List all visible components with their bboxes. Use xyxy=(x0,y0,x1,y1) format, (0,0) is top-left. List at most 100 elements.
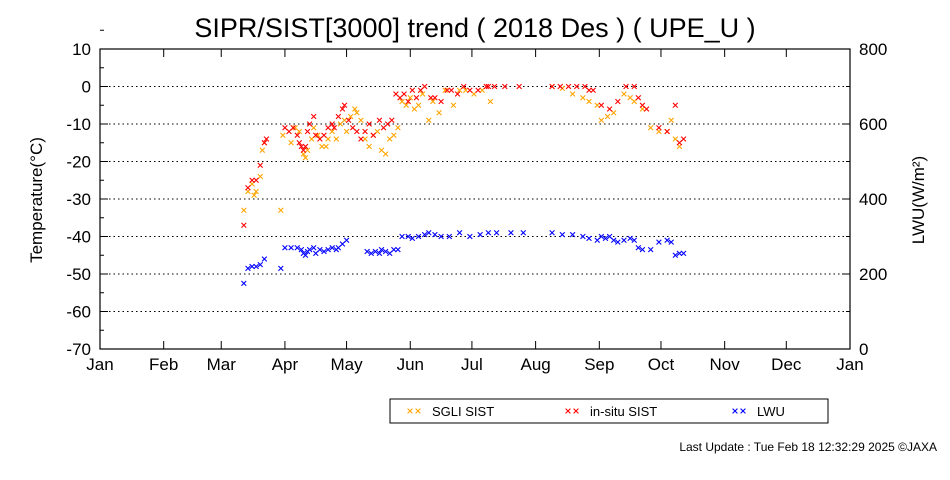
y-tick-label: -60 xyxy=(66,303,91,322)
sgli-point xyxy=(598,117,605,124)
lwu-point xyxy=(477,231,483,238)
lwu-point xyxy=(680,250,687,257)
y-tick-label: -10 xyxy=(66,115,91,134)
grid-lines xyxy=(100,86,850,312)
sgli-point xyxy=(253,188,259,195)
sgli-point xyxy=(382,151,389,157)
insitu-point xyxy=(263,136,270,142)
insitu-point xyxy=(643,106,650,112)
sgli-point xyxy=(407,94,414,101)
lwu-point xyxy=(456,229,463,236)
insitu-point xyxy=(590,87,596,94)
insitu-point xyxy=(421,83,428,90)
sgli-point xyxy=(586,98,592,105)
sgli-point xyxy=(352,106,358,112)
x-tick-label: Jan xyxy=(836,355,863,374)
lwu-point xyxy=(432,231,438,238)
sgli-point xyxy=(315,132,321,139)
sgli-point xyxy=(647,124,654,131)
lwu-point xyxy=(627,235,633,242)
lwu-point xyxy=(615,239,621,245)
sgli-point xyxy=(395,124,401,131)
sgli-point xyxy=(604,113,611,120)
lwu-point xyxy=(376,250,383,257)
insitu-point xyxy=(491,83,498,90)
lwu-point xyxy=(294,244,301,251)
insitu-point xyxy=(362,128,368,135)
series-insitu-sist xyxy=(241,83,687,229)
insitu-point xyxy=(586,87,592,94)
insitu-point xyxy=(557,83,564,90)
insitu-point xyxy=(565,83,572,90)
insitu-point xyxy=(438,98,444,105)
lwu-point xyxy=(321,248,327,255)
lwu-point xyxy=(493,229,500,236)
insitu-point xyxy=(329,121,335,127)
insitu-point xyxy=(475,87,481,94)
insitu-point xyxy=(615,98,621,105)
lwu-point xyxy=(395,246,401,253)
sgli-point xyxy=(241,207,247,214)
insitu-point xyxy=(448,87,455,94)
lwu-point xyxy=(325,246,331,253)
insitu-point xyxy=(298,143,305,150)
x-tick-label: Jul xyxy=(461,355,483,374)
insitu-point xyxy=(635,94,642,101)
x-tick-label: Oct xyxy=(648,355,675,374)
insitu-point xyxy=(257,162,264,169)
lwu-point xyxy=(249,263,255,270)
x-tick-label: Apr xyxy=(272,355,299,374)
y-tick-label: 10 xyxy=(72,40,91,59)
lwu-point xyxy=(253,263,259,270)
insitu-point xyxy=(428,94,434,101)
lwu-point xyxy=(399,233,405,240)
sgli-point xyxy=(288,139,294,146)
sgli-point xyxy=(319,143,325,150)
insitu-point xyxy=(290,124,296,131)
lwu-point xyxy=(549,229,555,236)
lwu-point xyxy=(245,265,251,272)
sgli-point xyxy=(259,147,266,154)
month-tick-labels: Jan Feb Mar Apr May Jun Jul Aug Sep Oct Nov Dec Jan xyxy=(86,355,863,374)
insitu-point xyxy=(388,117,395,124)
lwu-point xyxy=(343,237,350,244)
sgli-point xyxy=(594,102,601,109)
insitu-point xyxy=(549,83,555,90)
insitu-point xyxy=(444,87,451,94)
y-axis-label: Temperature(°C) xyxy=(27,137,46,263)
sgli-point xyxy=(343,128,350,135)
insitu-point xyxy=(294,132,301,139)
legend-marker xyxy=(740,408,746,414)
insitu-point xyxy=(672,102,679,109)
insitu-point xyxy=(467,87,473,94)
insitu-point xyxy=(413,94,420,101)
sgli-point xyxy=(362,136,368,142)
y2-tick-label: 200 xyxy=(859,265,887,284)
lwu-point xyxy=(438,233,444,240)
x-tick-label: Mar xyxy=(207,355,237,374)
lwu-point xyxy=(405,233,412,240)
insitu-point xyxy=(502,83,508,90)
sgli-point xyxy=(304,147,311,154)
last-update-text: Last Update : Tue Feb 18 12:32:29 2025 ©… xyxy=(679,440,937,454)
sgli-point xyxy=(354,109,360,116)
sgli-point xyxy=(278,207,284,214)
x-tick-label: Jan xyxy=(86,355,113,374)
x-tick-label: Aug xyxy=(520,355,550,374)
x-tick-label: Dec xyxy=(771,355,802,374)
insitu-point xyxy=(300,147,307,154)
insitu-point xyxy=(631,83,638,90)
insitu-point xyxy=(460,83,467,90)
lwu-point xyxy=(329,244,335,251)
lwu-point xyxy=(639,246,646,253)
lwu-point xyxy=(306,246,313,253)
lwu-point xyxy=(261,256,268,262)
sgli-point xyxy=(323,143,329,150)
lwu-point xyxy=(586,235,592,242)
lwu-point xyxy=(520,229,527,236)
insitu-point xyxy=(485,83,492,90)
insitu-point xyxy=(241,222,247,229)
insitu-point xyxy=(339,106,346,112)
lwu-point xyxy=(672,252,679,259)
lwu-point xyxy=(656,239,662,245)
